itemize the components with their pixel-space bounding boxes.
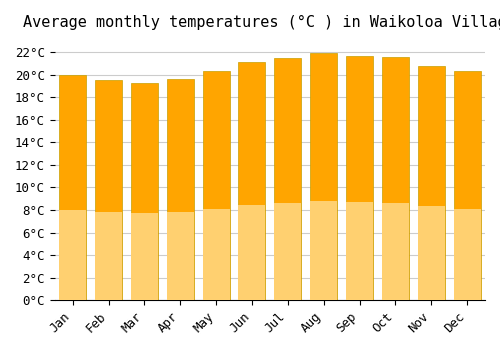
Bar xyxy=(274,58,301,300)
Title: Average monthly temperatures (°C ) in Waikoloa Village: Average monthly temperatures (°C ) in Wa… xyxy=(24,15,500,30)
Bar xyxy=(59,75,86,300)
Bar xyxy=(131,213,158,300)
Bar xyxy=(418,206,444,300)
Bar xyxy=(310,202,337,300)
Bar xyxy=(454,209,480,300)
Bar xyxy=(382,203,409,300)
Bar xyxy=(454,71,480,300)
Bar xyxy=(346,202,373,300)
Bar xyxy=(238,205,266,300)
Bar xyxy=(382,57,409,300)
Bar xyxy=(167,212,194,300)
Bar xyxy=(95,212,122,300)
Bar xyxy=(346,56,373,300)
Bar xyxy=(238,62,266,300)
Bar xyxy=(310,53,337,300)
Bar xyxy=(131,83,158,300)
Bar xyxy=(167,79,194,300)
Bar xyxy=(202,209,230,300)
Bar xyxy=(274,203,301,300)
Bar xyxy=(95,80,122,300)
Bar xyxy=(418,66,444,300)
Bar xyxy=(202,71,230,300)
Bar xyxy=(59,210,86,300)
